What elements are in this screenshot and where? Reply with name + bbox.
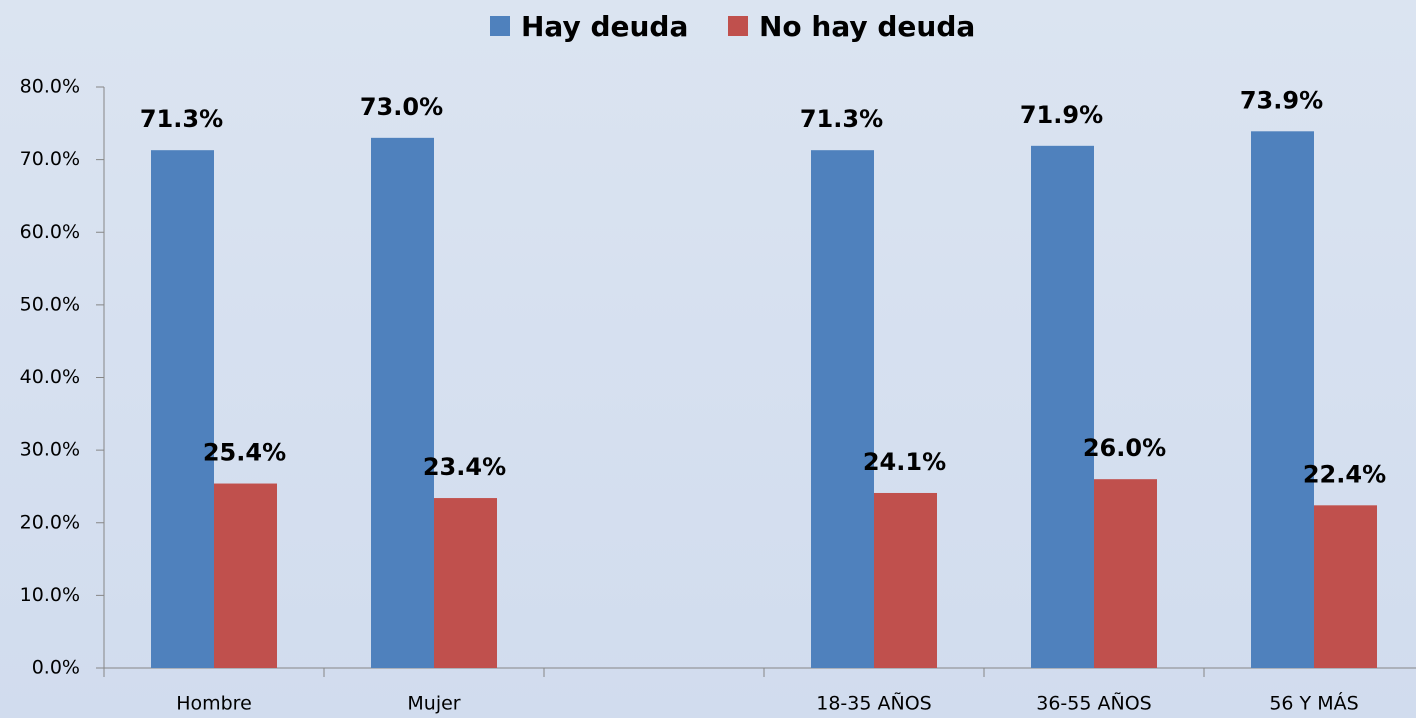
legend-label: No hay deuda bbox=[759, 10, 975, 43]
bar bbox=[874, 492, 937, 668]
x-tick-label: Mujer bbox=[407, 693, 460, 715]
x-tick-label: 36-55 AÑOS bbox=[1036, 692, 1151, 715]
data-label: 26.0% bbox=[1083, 434, 1166, 462]
bar bbox=[1314, 505, 1377, 668]
bar bbox=[434, 498, 497, 668]
x-tick-label: Hombre bbox=[176, 693, 252, 715]
data-label: 73.9% bbox=[1240, 86, 1323, 114]
x-tick-label: 56 Y MÁS bbox=[1269, 692, 1358, 715]
bar bbox=[1094, 479, 1157, 668]
data-label: 71.3% bbox=[140, 105, 223, 133]
y-tick-label: 60.0% bbox=[20, 221, 80, 243]
y-tick-label: 0.0% bbox=[32, 657, 80, 679]
legend-swatch bbox=[728, 16, 748, 36]
y-tick-label: 10.0% bbox=[20, 584, 80, 606]
x-tick-label: 18-35 AÑOS bbox=[816, 692, 931, 715]
bar bbox=[1251, 131, 1314, 668]
data-label: 22.4% bbox=[1303, 460, 1386, 488]
data-label: 71.9% bbox=[1020, 101, 1103, 129]
legend-label: Hay deuda bbox=[521, 10, 688, 43]
y-tick-label: 70.0% bbox=[20, 148, 80, 170]
data-label: 25.4% bbox=[203, 439, 286, 467]
y-tick-label: 50.0% bbox=[20, 293, 80, 315]
bar bbox=[214, 483, 277, 668]
data-label: 71.3% bbox=[800, 105, 883, 133]
bar bbox=[371, 137, 434, 668]
y-tick-label: 30.0% bbox=[20, 439, 80, 461]
legend-swatch bbox=[490, 16, 510, 36]
y-tick-label: 40.0% bbox=[20, 366, 80, 388]
data-label: 73.0% bbox=[360, 93, 443, 121]
bar bbox=[811, 150, 874, 669]
y-tick-label: 20.0% bbox=[20, 511, 80, 533]
y-tick-label: 80.0% bbox=[20, 76, 80, 98]
bar bbox=[151, 150, 214, 669]
data-label: 23.4% bbox=[423, 453, 506, 481]
bar bbox=[1031, 145, 1094, 669]
data-label: 24.1% bbox=[863, 448, 946, 476]
